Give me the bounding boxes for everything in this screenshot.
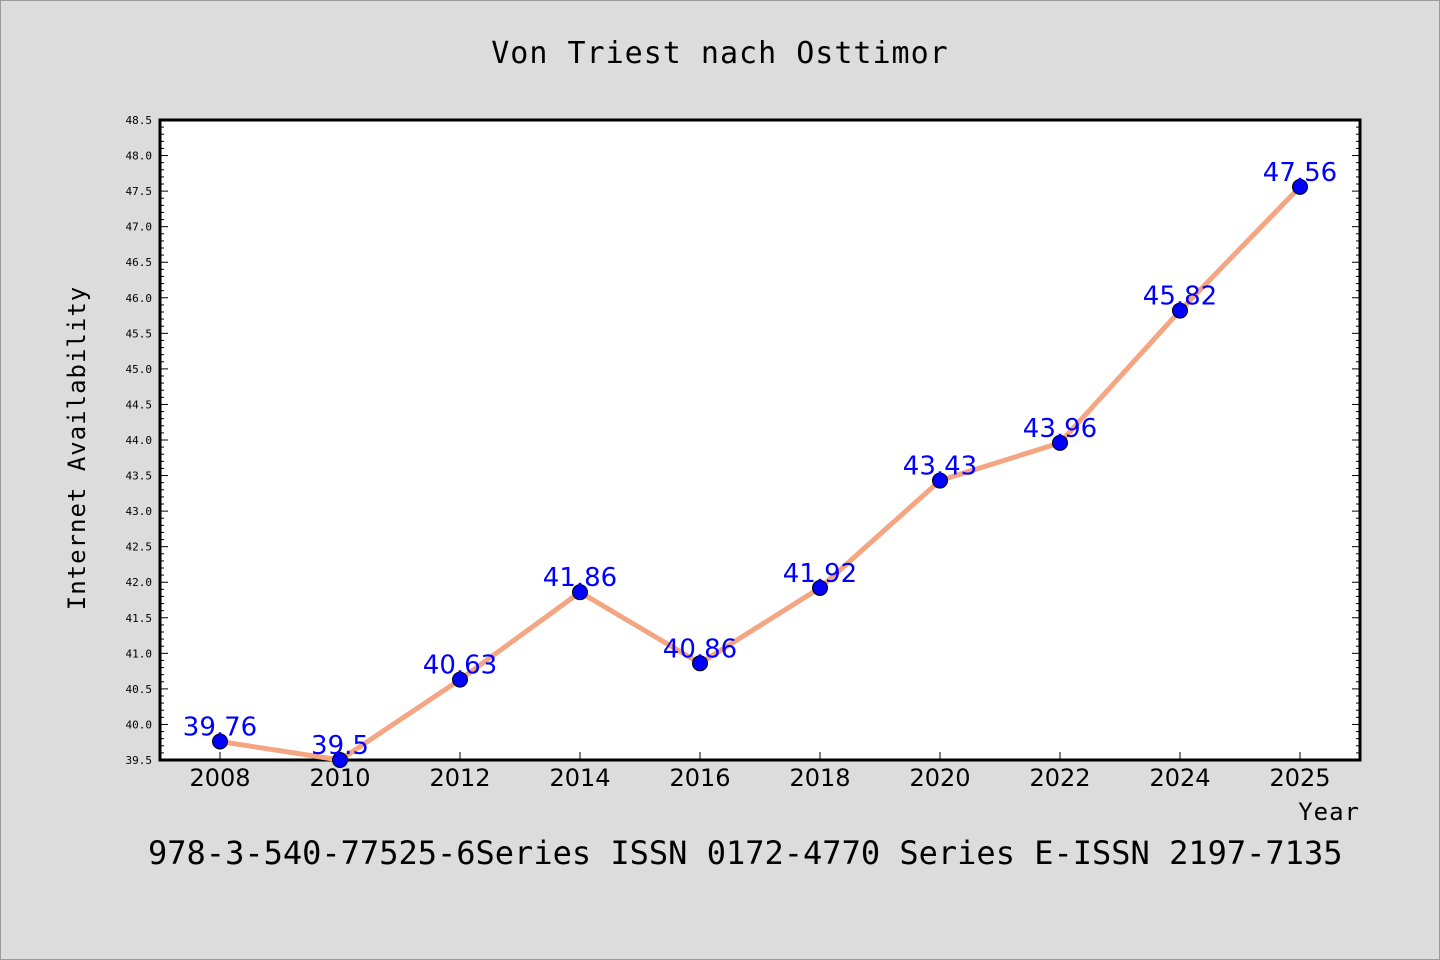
data-label: 41.92: [783, 559, 857, 589]
data-point: [1052, 434, 1068, 451]
y-tick-label: 44.5: [126, 398, 153, 411]
x-tick-label: 2022: [1029, 764, 1090, 792]
chart-title: Von Triest nach Osttimor: [491, 36, 948, 71]
data-point: [932, 472, 948, 489]
data-labels: 39.76 39.5 40.63 41.86 40.86 41.92 43.43 43.96 4…: [183, 158, 1337, 761]
y-tick-label: 42.0: [126, 576, 153, 589]
footer-text: 978-3-540-77525-6Series ISSN 0172-4770 S…: [148, 834, 1342, 872]
series-line: [217, 184, 1303, 763]
y-tick-label: 43.5: [126, 470, 153, 483]
x-tick-label: 2010: [309, 764, 370, 792]
data-label: 45.82: [1143, 282, 1217, 312]
y-tick-label: 45.5: [126, 327, 153, 340]
plot-area: [158, 118, 1362, 762]
y-axis: 39.5 40.0 40.5 41.0 41.5 42.0 42.5 43.0 43.5 44.0…: [126, 114, 1360, 767]
y-tick-label: 48.5: [126, 114, 153, 127]
y-tick-label: 40.5: [126, 683, 153, 696]
data-label: 47.56: [1263, 158, 1337, 188]
y-tick-label: 43.0: [126, 505, 153, 518]
data-point: [1172, 302, 1188, 319]
x-tick-label: 2018: [789, 764, 850, 792]
data-point: [1292, 178, 1308, 195]
data-label: 43.96: [1023, 414, 1097, 444]
y-tick-label: 44.0: [126, 434, 153, 447]
data-point: [812, 579, 828, 596]
data-label: 40.63: [423, 651, 497, 681]
y-axis-label: Internet Availability: [63, 286, 91, 610]
x-tick-label: 2020: [909, 764, 970, 792]
data-label: 39.5: [311, 731, 369, 761]
y-tick-label: 47.0: [126, 221, 153, 234]
data-point: [212, 733, 228, 750]
data-label: 39.76: [183, 713, 257, 743]
x-axis-label: Year: [1298, 798, 1360, 826]
data-point: [692, 655, 708, 672]
y-tick-label: 46.0: [126, 292, 153, 305]
data-point: [452, 671, 468, 688]
x-axis: 2008 2010 2012 2014 2016 2018 2020 2022 2024 2025: [189, 752, 1331, 792]
data-point: [332, 752, 348, 768]
data-label: 43.43: [903, 452, 977, 482]
y-tick-label: 42.5: [126, 541, 153, 554]
data-label: 41.86: [543, 563, 617, 593]
data-label: 40.86: [663, 634, 737, 664]
y-tick-label: 40.0: [126, 718, 153, 731]
y-tick-label: 39.5: [126, 754, 153, 767]
x-tick-label: 2014: [549, 764, 610, 792]
x-tick-label: 2008: [189, 764, 250, 792]
x-tick-label: 2025: [1269, 764, 1330, 792]
data-point: [572, 584, 588, 601]
y-tick-label: 41.5: [126, 612, 153, 625]
y-tick-label: 41.0: [126, 647, 153, 660]
x-tick-label: 2016: [669, 764, 730, 792]
y-tick-label: 46.5: [126, 256, 153, 269]
x-tick-label: 2024: [1149, 764, 1210, 792]
y-tick-label: 45.0: [126, 363, 153, 376]
y-tick-label: 47.5: [126, 185, 153, 198]
x-tick-label: 2012: [429, 764, 490, 792]
y-tick-label: 48.0: [126, 150, 153, 163]
series-layer: [212, 178, 1308, 768]
